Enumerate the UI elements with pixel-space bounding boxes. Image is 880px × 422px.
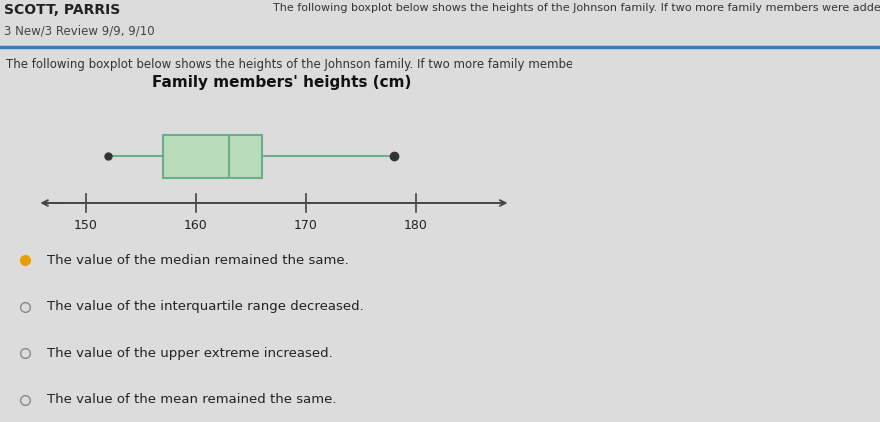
- Text: 160: 160: [184, 219, 208, 233]
- Text: The value of the interquartile range decreased.: The value of the interquartile range dec…: [47, 300, 363, 314]
- Text: The value of the mean remained the same.: The value of the mean remained the same.: [47, 393, 336, 406]
- Text: 170: 170: [294, 219, 318, 233]
- Text: Family members' heights (cm): Family members' heights (cm): [152, 75, 411, 90]
- Text: The value of the upper extreme increased.: The value of the upper extreme increased…: [47, 347, 333, 360]
- Text: 3 New/3 Review 9/9, 9/10: 3 New/3 Review 9/9, 9/10: [4, 24, 155, 37]
- Text: 150: 150: [74, 219, 98, 233]
- Bar: [163, 135, 262, 178]
- Text: The following boxplot below shows the heights of the Johnson family. If two more: The following boxplot below shows the he…: [6, 58, 768, 71]
- Text: The value of the median remained the same.: The value of the median remained the sam…: [47, 254, 348, 267]
- Text: The following boxplot below shows the heights of the Johnson family. If two more: The following boxplot below shows the he…: [273, 3, 880, 13]
- Text: 180: 180: [404, 219, 428, 233]
- Text: SCOTT, PARRIS: SCOTT, PARRIS: [4, 3, 121, 16]
